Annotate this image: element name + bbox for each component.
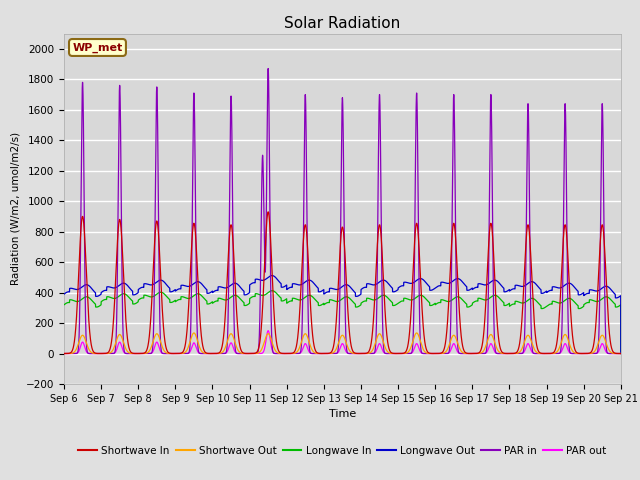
X-axis label: Time: Time bbox=[329, 409, 356, 419]
Legend: Shortwave In, Shortwave Out, Longwave In, Longwave Out, PAR in, PAR out: Shortwave In, Shortwave Out, Longwave In… bbox=[74, 442, 611, 460]
Title: Solar Radiation: Solar Radiation bbox=[284, 16, 401, 31]
Text: WP_met: WP_met bbox=[72, 42, 123, 53]
Y-axis label: Radiation (W/m2, umol/m2/s): Radiation (W/m2, umol/m2/s) bbox=[10, 132, 20, 286]
